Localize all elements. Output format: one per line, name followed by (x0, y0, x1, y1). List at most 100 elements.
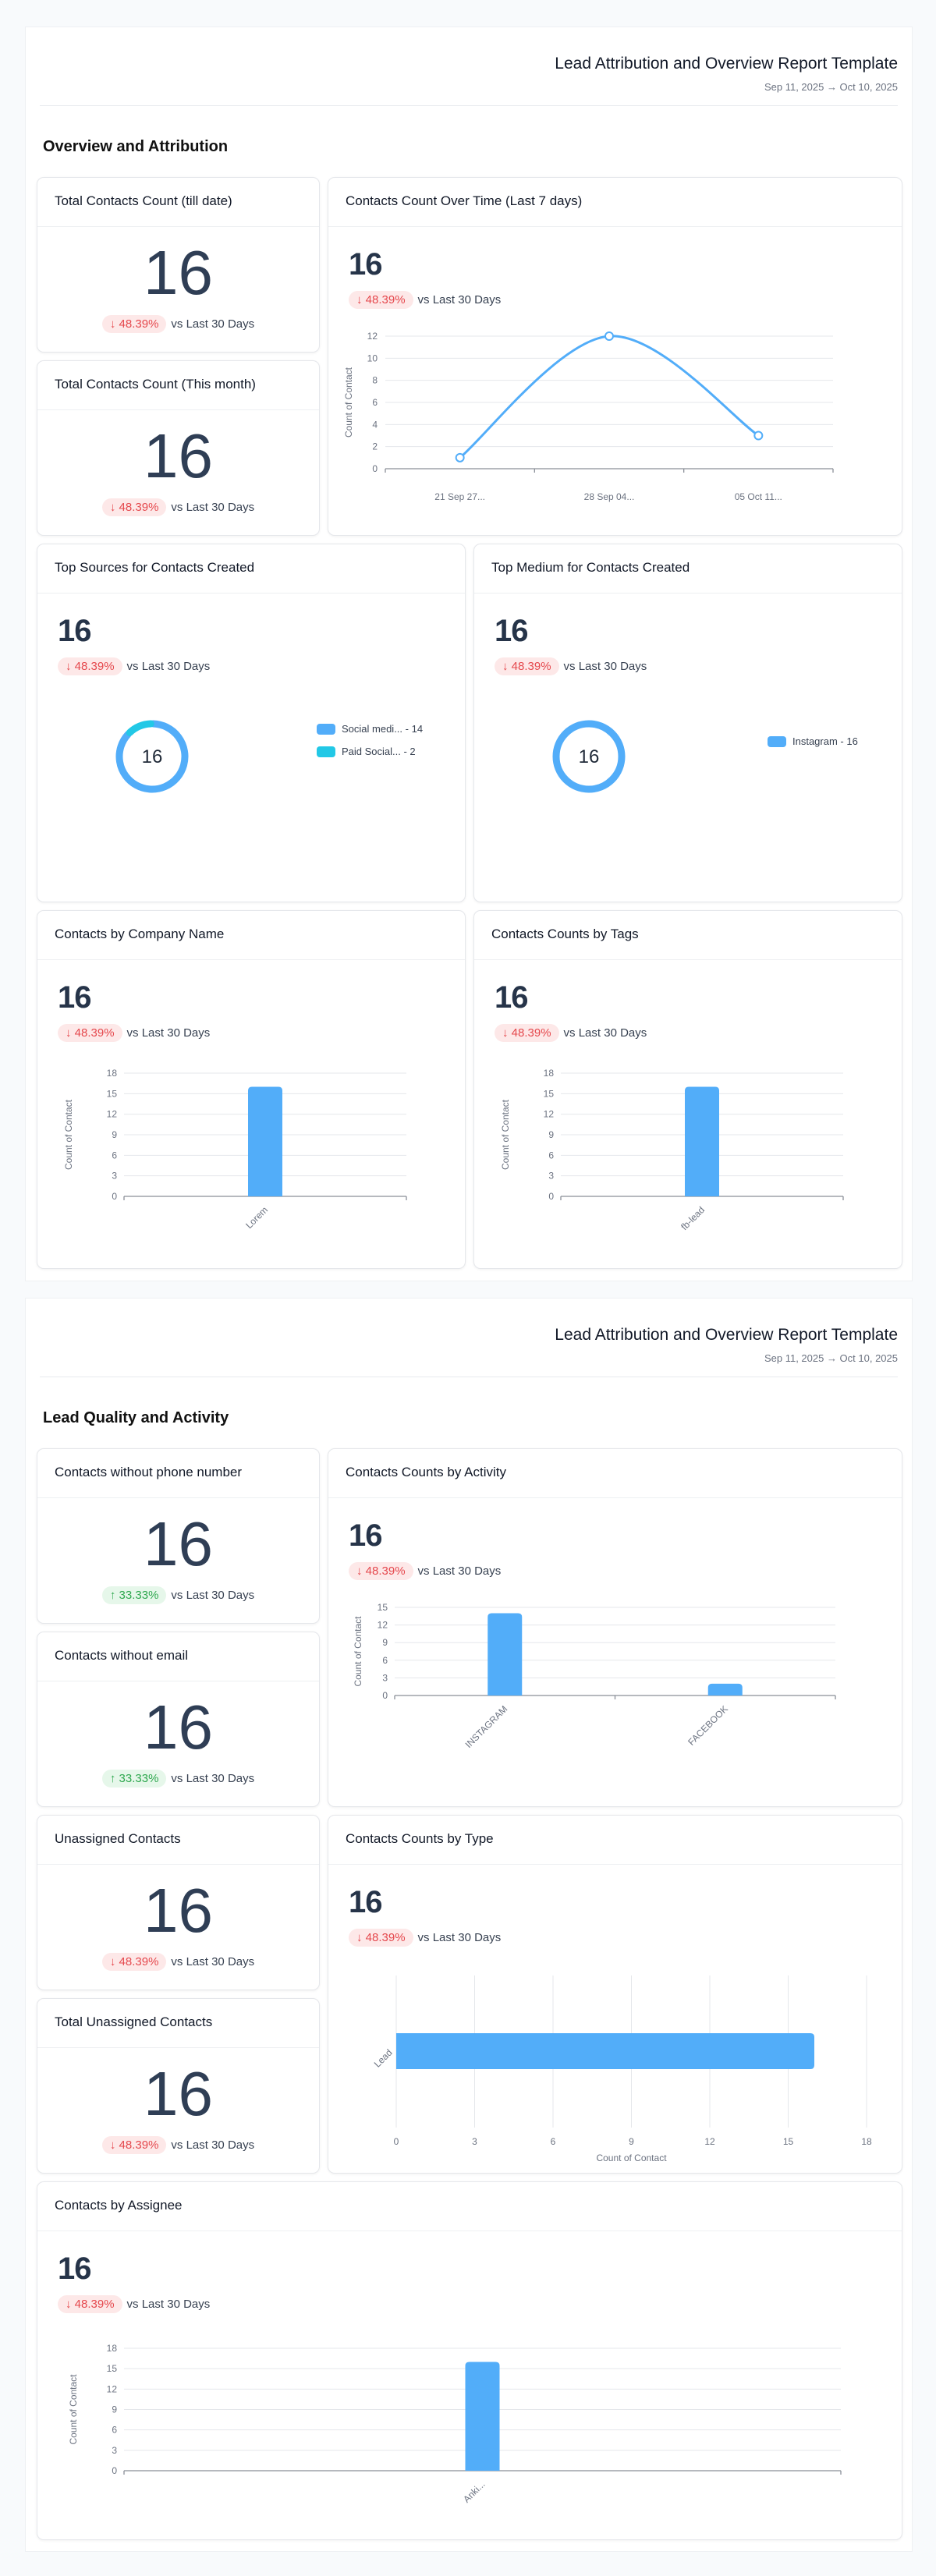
x-tick-label: Lorem (243, 1204, 270, 1231)
report-title: Lead Attribution and Overview Report Tem… (555, 55, 898, 73)
y-axis-label: Count of Contact (500, 1099, 511, 1170)
kpi-value: 16 (495, 614, 528, 648)
kpi-delta-row: ↓ 48.39% vs Last 30 Days (37, 498, 319, 516)
y-tick-label: 3 (548, 1171, 554, 1182)
legend-item[interactable]: Instagram - 16 (768, 735, 858, 747)
y-tick-label: 0 (548, 1191, 554, 1202)
chart-card-by-assignee[interactable]: Contacts by Assignee 16 ↓ 48.39% vs Last … (37, 2181, 902, 2540)
y-tick-label: 3 (382, 1672, 388, 1683)
kpi-value: 16 (349, 247, 382, 282)
card-title: Unassigned Contacts (37, 1816, 319, 1865)
y-axis-label: Count of Contact (353, 1616, 363, 1687)
bar-chart: 0 3 6 9 12 15 18 Count of Contact Lorem (63, 1068, 407, 1231)
donut-chart: 16 (115, 720, 189, 793)
kpi-delta-row: ↓ 48.39% vs Last 30 Days (58, 2295, 210, 2313)
y-tick-label: 6 (382, 1655, 388, 1666)
compare-label: vs Last 30 Days (417, 1931, 502, 1944)
delta-badge: ↓ 48.39% (58, 2295, 122, 2313)
donut-slice (552, 720, 626, 793)
kpi-value: 16 (144, 1876, 213, 1945)
x-tick-label: Anki... (461, 2479, 487, 2504)
card-title: Contacts without email (37, 1632, 319, 1681)
kpi-delta-row: ↓ 48.39% vs Last 30 Days (37, 315, 319, 333)
kpi-value: 16 (58, 980, 91, 1015)
data-point (455, 452, 465, 462)
y-tick-label: 18 (544, 1068, 555, 1079)
chart-card-top-sources[interactable]: Top Sources for Contacts Created 16 ↓ 48… (37, 544, 466, 902)
card-title: Top Medium for Contacts Created (474, 544, 902, 594)
donut-center-value: 16 (579, 746, 600, 767)
compare-label: vs Last 30 Days (563, 1026, 647, 1040)
kpi-delta-row: ↓ 48.39% vs Last 30 Days (58, 657, 210, 675)
compare-label: vs Last 30 Days (171, 1589, 255, 1602)
compare-label: vs Last 30 Days (417, 1564, 502, 1578)
chart-card-by-company[interactable]: Contacts by Company Name 16 ↓ 48.39% vs L… (37, 910, 466, 1269)
y-tick-label: 12 (544, 1109, 555, 1120)
chart-legend: Social medi... - 14 Paid Social... - 2 (317, 723, 423, 768)
y-tick-label: 3 (112, 1171, 117, 1182)
delta-badge: ↓ 48.39% (349, 1562, 413, 1580)
y-tick-label: 0 (112, 1191, 117, 1202)
bar (707, 1683, 743, 1695)
delta-badge: ↓ 48.39% (349, 291, 413, 309)
kpi-delta-row: ↓ 48.39% vs Last 30 Days (37, 2136, 319, 2154)
kpi-delta-row: ↓ 48.39% vs Last 30 Days (349, 1929, 501, 1947)
donut-chart: 16 (552, 720, 626, 793)
kpi-delta-row: ↑ 33.33% vs Last 30 Days (37, 1770, 319, 1788)
kpi-card-total-till-date[interactable]: Total Contacts Count (till date) 16 ↓ 48… (37, 177, 320, 353)
line-chart: 0 2 4 6 8 10 12 Count of Contact 21 Sep 27... 28 … (343, 331, 834, 502)
kpi-value: 16 (495, 980, 528, 1015)
kpi-delta-row: ↑ 33.33% vs Last 30 Days (37, 1586, 319, 1604)
kpi-card-no-phone[interactable]: Contacts without phone number 16 ↑ 33.33… (37, 1448, 320, 1624)
y-tick-label: 8 (372, 375, 378, 386)
bar (488, 1613, 523, 1695)
chart-card-by-type[interactable]: Contacts Counts by Type 16 ↓ 48.39% vs La… (328, 1815, 902, 2174)
legend-item[interactable]: Social medi... - 14 (317, 723, 423, 735)
delta-badge: ↓ 48.39% (101, 1953, 167, 1971)
compare-label: vs Last 30 Days (171, 501, 255, 514)
kpi-card-total-unassigned[interactable]: Total Unassigned Contacts 16 ↓ 48.39% vs … (37, 1998, 320, 2174)
kpi-value: 16 (144, 1692, 213, 1762)
x-tick-label: 18 (861, 2136, 872, 2147)
y-tick-label: 0 (372, 463, 378, 474)
kpi-value: 16 (144, 238, 213, 307)
card-title: Contacts Counts by Activity (328, 1449, 902, 1498)
report-date-range: Sep 11, 2025 → Oct 10, 2025 (764, 81, 898, 93)
kpi-delta-row: ↓ 48.39% vs Last 30 Days (349, 1562, 501, 1580)
chart-card-over-time[interactable]: Contacts Count Over Time (Last 7 days) 1… (328, 177, 902, 536)
legend-item[interactable]: Paid Social... - 2 (317, 746, 423, 757)
card-title: Contacts Counts by Tags (474, 911, 902, 960)
kpi-delta-row: ↓ 48.39% vs Last 30 Days (495, 657, 647, 675)
section-title: Lead Quality and Activity (43, 1409, 229, 1426)
kpi-card-unassigned[interactable]: Unassigned Contacts 16 ↓ 48.39% vs Last 3… (37, 1815, 320, 1990)
series-line (459, 335, 760, 459)
y-tick-label: 4 (372, 419, 378, 430)
x-tick-label: 28 Sep 04... (584, 491, 635, 502)
y-tick-label: 6 (372, 397, 378, 408)
card-title: Contacts by Assignee (37, 2182, 902, 2231)
delta-badge: ↑ 33.33% (101, 1586, 167, 1604)
y-axis-label: Count of Contact (68, 2374, 79, 2445)
chart-legend: Instagram - 16 (768, 735, 858, 758)
donut-slice (115, 720, 189, 793)
y-tick-label: 18 (107, 2343, 118, 2354)
report-date-range: Sep 11, 2025 → Oct 10, 2025 (764, 1352, 898, 1364)
donut-slice (126, 720, 154, 736)
compare-label: vs Last 30 Days (126, 660, 211, 673)
chart-card-by-activity[interactable]: Contacts Counts by Activity 16 ↓ 48.39% v… (328, 1448, 902, 1807)
legend-swatch (317, 723, 335, 735)
compare-label: vs Last 30 Days (126, 2298, 211, 2311)
compare-label: vs Last 30 Days (171, 1955, 255, 1968)
kpi-card-total-this-month[interactable]: Total Contacts Count (This month) 16 ↓ 4… (37, 360, 320, 536)
x-tick-label: FACEBOOK (686, 1703, 730, 1748)
kpi-card-no-email[interactable]: Contacts without email 16 ↑ 33.33% vs Las… (37, 1632, 320, 1807)
bar (396, 2033, 814, 2069)
card-title: Contacts by Company Name (37, 911, 465, 960)
chart-card-by-tags[interactable]: Contacts Counts by Tags 16 ↓ 48.39% vs La… (473, 910, 902, 1269)
report-page-1: Lead Attribution and Overview Report Tem… (25, 27, 913, 1281)
y-tick-label: 15 (107, 1088, 118, 1099)
y-tick-label: 6 (112, 1150, 117, 1160)
y-tick-label: 0 (382, 1690, 388, 1701)
chart-card-top-medium[interactable]: Top Medium for Contacts Created 16 ↓ 48.… (473, 544, 902, 902)
y-tick-label: 15 (378, 1602, 388, 1613)
